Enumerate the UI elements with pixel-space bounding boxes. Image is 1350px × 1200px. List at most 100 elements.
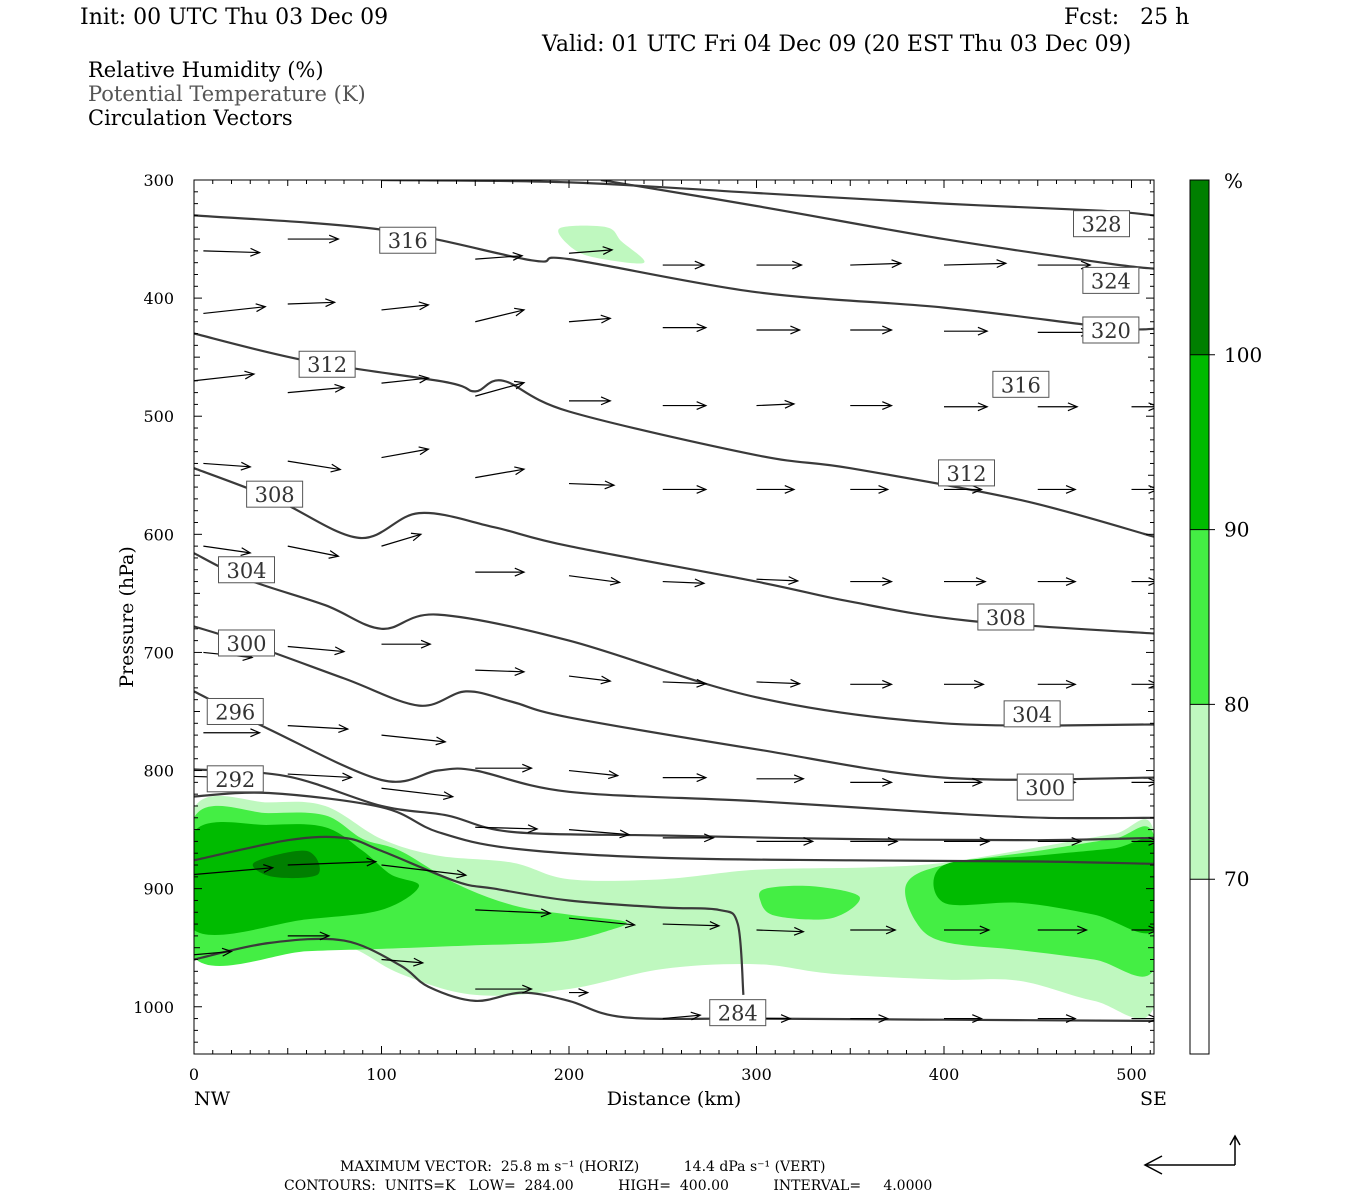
wind-vector-shaft [203,545,251,554]
wind-vector-head [341,772,354,782]
wind-vector-head [696,678,708,688]
wind-vector-98 [381,957,425,967]
wind-vector-head [435,736,447,746]
wind-vector-43 [381,532,423,547]
wind-vector-shaft [203,250,260,254]
wind-vector-shaft [194,373,255,382]
wind-vector-87 [381,864,468,879]
wind-vector-head [240,547,252,557]
contour-label-296-13: 296 [206,697,264,725]
contour-info: CONTOURS: UNITS=K LOW= 284.00 HIGH= 400.… [284,1178,932,1194]
wind-vector-shaft [194,950,232,956]
x-tick-label: 0 [189,1065,199,1084]
wind-vector-head [882,679,894,689]
wind-vector-head [514,380,526,390]
wind-vector-105 [1037,1014,1077,1024]
wind-vector-3 [568,246,614,255]
contour-label-layer: 328 324 320 316 316 312 312 308 308 304 304 300 300 2… [206,210,1140,1027]
wind-vector-head [514,567,526,577]
wind-vector-shaft [568,317,611,323]
wind-vector-head [1148,679,1154,689]
wind-vector-68 [662,773,708,783]
wind-vector-head [250,728,262,738]
wind-vector-head [690,1011,702,1021]
wind-vector-50 [1037,577,1077,587]
contour-label-308-8: 308 [977,603,1035,631]
wind-vector-head [696,773,708,783]
contour-label-box [977,603,1035,631]
x-tick-label: 300 [741,1065,772,1084]
wind-vector-26 [850,401,894,411]
wind-vector-head [790,678,802,688]
wind-vector-head [600,314,612,324]
wind-vector-93 [944,925,991,935]
wind-vector-head [882,325,894,335]
wind-vector-shaft [568,575,620,584]
wind-vector-head [979,925,991,935]
y-tick-label: 300 [143,171,174,190]
contour-label-284-15: 284 [709,999,767,1027]
wind-vector-97 [287,931,331,941]
wind-vector-41 [203,545,252,557]
wind-vector-64 [287,724,350,733]
wind-vector-head [240,461,252,471]
wind-vector-shaft [381,734,446,743]
x-tick-label: 200 [554,1065,585,1084]
wind-vector-shaft [943,262,1006,266]
wind-vector-shaft [568,828,630,836]
wind-vector-head [1077,925,1089,935]
wind-vector-63 [203,728,262,738]
wind-vector-head [250,247,262,257]
wind-vector-head [1065,577,1077,587]
rh-region-70-1 [558,225,645,264]
contour-label-box [992,370,1050,398]
wind-vector-58 [756,678,802,688]
contour-label-300-12: 300 [1016,773,1074,801]
colorbar-segment-4 [1190,180,1209,355]
wind-vector-head [328,234,340,244]
wind-vector-57 [662,678,708,688]
contour-label-box [1003,700,1061,728]
wind-vector-head [410,532,423,542]
contour-label-text: 316 [388,229,428,253]
wind-vector-6 [850,259,903,269]
x-endpoint-se: SE [1140,1088,1167,1110]
wind-vector-33 [475,466,526,479]
wind-vector-head [330,463,342,473]
wind-vector-shaft [287,645,345,653]
theta-contour-t304 [194,625,1154,781]
wind-vector-head [221,947,234,957]
wind-vector-89 [568,917,637,929]
wind-vector-shaft [756,403,795,407]
wind-vector-90 [662,921,721,930]
wind-vector-shaft [568,675,611,682]
theta-contour-t288 [194,835,745,995]
wind-vector-12 [475,307,526,323]
wind-vector-5 [756,260,804,270]
wind-vector-22 [475,380,526,397]
wind-vector-head [602,246,614,255]
contour-label-328-0: 328 [1073,210,1130,238]
y-axis-label: Pressure (hPa) [116,546,138,688]
wind-vector-104 [944,1014,984,1024]
wind-vector-70 [850,777,894,787]
wind-vector-86 [287,857,378,867]
wind-vector-20 [287,383,346,394]
wind-vector-35 [662,484,708,494]
rh-region-80-3 [759,885,860,920]
wind-vector-37 [850,484,890,494]
legend-potential-temperature: Potential Temperature (K) [88,82,366,106]
wind-vector-19 [194,370,256,382]
wind-vector-head [972,1014,984,1024]
contour-label-text: 308 [986,606,1026,630]
wind-vector-75 [287,772,354,782]
wind-vector-shaft [662,580,705,584]
wind-vector-head [263,864,275,873]
contour-label-text: 284 [718,1002,758,1026]
contour-label-text: 304 [1012,703,1052,727]
wind-vector-head [514,466,526,476]
wind-vector-head [784,484,796,494]
contour-label-300-11: 300 [218,629,275,657]
contour-label-text: 328 [1081,213,1121,237]
colorbar-label: 100 [1224,343,1262,367]
